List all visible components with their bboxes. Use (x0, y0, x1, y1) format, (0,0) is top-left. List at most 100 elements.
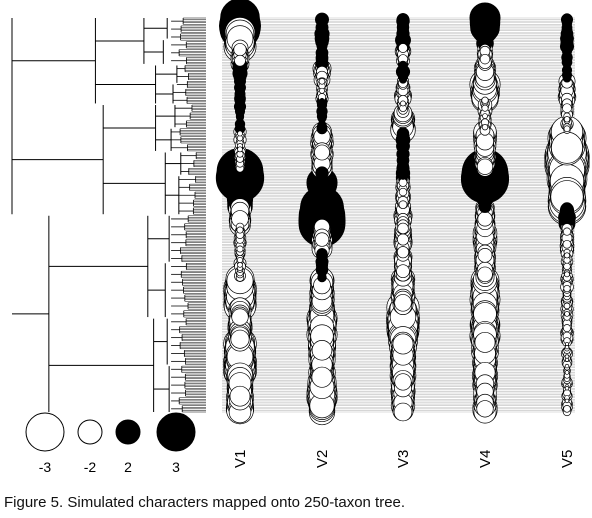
character-circle-v3 (398, 200, 408, 210)
character-circle-v4 (477, 247, 493, 263)
character-circle-v3 (398, 187, 408, 197)
character-circle-v2 (311, 366, 333, 388)
character-circle-v3 (398, 127, 408, 137)
character-circle-v5 (563, 324, 571, 333)
character-circle-v5 (564, 271, 570, 278)
character-circle-v4 (482, 113, 488, 120)
character-circle-v5 (562, 103, 572, 114)
character-circle-v1 (237, 146, 243, 153)
character-circle-v5 (562, 227, 572, 236)
character-circle-v5 (564, 252, 570, 259)
character-circle-v3 (398, 24, 408, 34)
character-circle-v5 (563, 262, 571, 271)
character-circle-v1 (237, 81, 243, 87)
character-circle-v4 (476, 158, 494, 175)
character-circle-v1 (237, 130, 243, 137)
character-circle-v4 (477, 266, 493, 283)
character-circle-v5 (563, 70, 571, 77)
character-circle-v1 (236, 123, 244, 131)
character-circle-v3 (399, 71, 407, 79)
character-circle-v4 (481, 104, 489, 112)
character-circle-v5 (563, 405, 571, 413)
character-circle-v5 (564, 46, 570, 53)
character-circle-v5 (563, 116, 571, 123)
legend-circle (77, 419, 103, 445)
character-circle-v2 (318, 57, 326, 65)
character-circle-v1 (229, 173, 251, 195)
character-circle-v2 (318, 77, 326, 85)
figure-caption: Figure 5. Simulated characters mapped on… (4, 494, 406, 511)
character-circle-v2 (319, 254, 325, 260)
variable-label-v2: V2 (314, 450, 331, 468)
character-circle-v4 (481, 124, 489, 131)
character-circle-v3 (398, 13, 408, 23)
character-circle-v2 (317, 39, 327, 48)
character-circle-v1 (233, 43, 247, 57)
character-circle-v1 (236, 245, 244, 253)
character-circle-v2 (319, 112, 325, 117)
character-circle-v1 (229, 385, 251, 407)
character-circle-v3 (400, 100, 406, 107)
character-circle-v2 (318, 25, 326, 33)
character-circle-v1 (235, 70, 245, 80)
character-circle-v5 (562, 239, 572, 249)
character-circle-v2 (314, 144, 330, 161)
legend-label: 3 (172, 459, 180, 475)
character-circle-v5 (564, 341, 569, 346)
legend-label: 2 (124, 459, 132, 475)
character-circle-v3 (397, 233, 409, 246)
character-circle-v5 (564, 370, 570, 375)
character-circle-v3 (398, 43, 408, 53)
character-circle-v5 (564, 23, 570, 29)
character-circle-v3 (394, 373, 412, 391)
character-circle-v3 (397, 222, 409, 235)
character-circle-v1 (234, 54, 246, 67)
character-circle-v4 (481, 194, 489, 202)
character-circle-v5 (563, 31, 571, 40)
character-circle-v2 (309, 192, 335, 217)
character-circle-v2 (311, 340, 333, 361)
character-circle-v3 (396, 264, 410, 279)
character-circle-v3 (400, 163, 406, 170)
character-circle-v2 (314, 232, 330, 247)
size-legend: -3 -2 2 3 (25, 412, 196, 475)
character-circle-v1 (231, 308, 249, 326)
character-circle-v5 (564, 363, 570, 369)
legend-circle (25, 412, 65, 452)
character-circle-v1 (237, 262, 243, 268)
character-circle-v4 (481, 186, 489, 195)
character-circle-v5 (551, 131, 583, 164)
character-circle-v3 (399, 172, 407, 180)
character-circle-v5 (564, 77, 570, 83)
character-circle-v5 (564, 398, 570, 404)
variable-axis-labels: V1 V2 V3 V4 V5 (232, 450, 576, 468)
character-circle-v4 (479, 53, 491, 65)
legend-label: -2 (84, 459, 97, 475)
character-circle-v3 (392, 333, 414, 355)
character-circles (215, 0, 590, 426)
character-circle-v1 (237, 120, 243, 125)
character-circle-v3 (393, 402, 413, 422)
character-circle-v1 (236, 89, 244, 96)
variable-label-v3: V3 (395, 450, 412, 468)
character-circle-v1 (230, 329, 250, 349)
character-circle-v1 (236, 257, 244, 264)
character-circle-v2 (319, 117, 325, 122)
character-circle-v4 (477, 211, 493, 227)
character-circle-v2 (319, 167, 325, 173)
character-circle-v5 (564, 386, 570, 391)
character-circle-v3 (396, 246, 410, 259)
character-circle-v5 (564, 311, 570, 317)
character-circle-v3 (399, 137, 407, 146)
character-circle-v5 (561, 202, 573, 214)
character-circle-v2 (319, 97, 325, 103)
legend-label: -3 (39, 459, 52, 475)
character-circle-v2 (319, 270, 325, 276)
character-circle-v2 (319, 87, 325, 94)
character-circle-v5 (563, 284, 571, 293)
character-circle-v5 (563, 302, 571, 310)
variable-label-v1: V1 (232, 450, 249, 468)
character-circle-v2 (319, 105, 325, 111)
legend-circle (156, 412, 196, 452)
